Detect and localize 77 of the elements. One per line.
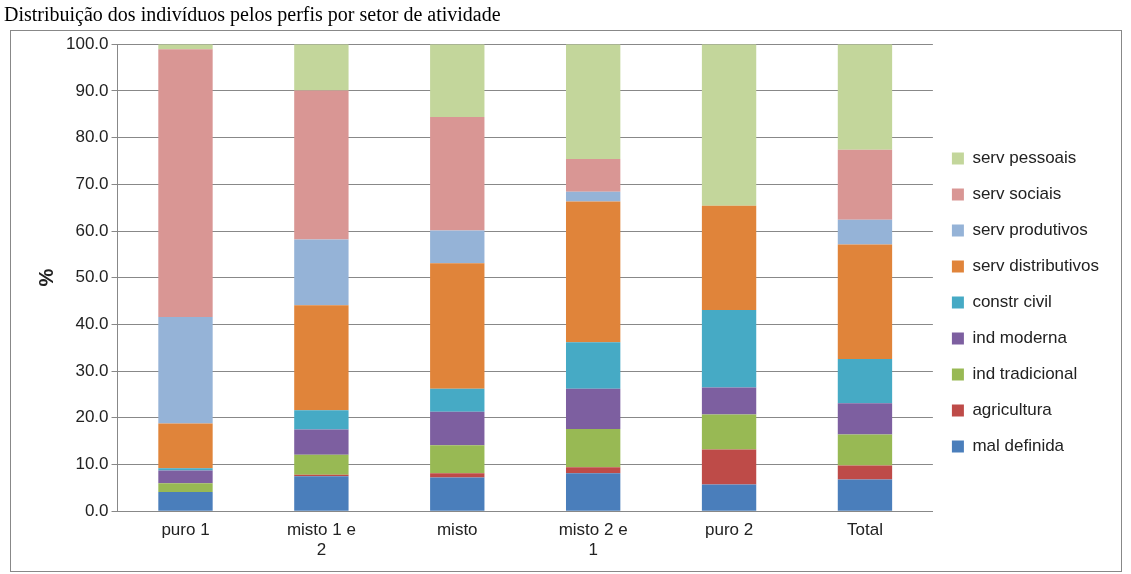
y-tick-label: 0.0	[84, 500, 109, 520]
x-tick-label: misto	[436, 520, 478, 540]
bar	[701, 387, 757, 415]
y-tick-label: 40.0	[75, 314, 109, 334]
bar	[837, 358, 893, 404]
bar	[701, 205, 757, 310]
y-tick-label: 50.0	[75, 267, 109, 287]
bar	[701, 484, 757, 511]
bar	[430, 473, 485, 478]
bar	[158, 423, 213, 469]
bar	[294, 239, 349, 306]
bar	[837, 44, 893, 150]
y-tick-label: 90.0	[75, 80, 109, 100]
bar	[158, 492, 213, 511]
x-tick-label: puro 2	[704, 520, 754, 540]
bar	[158, 316, 213, 424]
bar	[294, 90, 349, 240]
y-tick-label: 80.0	[75, 127, 109, 147]
bar	[430, 263, 485, 389]
bar	[565, 159, 621, 192]
bar	[294, 305, 349, 411]
chart-title: Distribuição dos indivíduos pelos perfis por setor de atividade	[4, 2, 502, 26]
bar	[430, 44, 485, 118]
bar	[294, 454, 349, 475]
bar	[701, 414, 757, 450]
bar	[701, 44, 757, 206]
bar	[565, 388, 621, 430]
bar	[837, 434, 893, 466]
bar	[294, 476, 349, 511]
bar	[430, 445, 485, 474]
bar	[565, 342, 621, 389]
y-axis-title: %	[34, 268, 57, 287]
legend-label: constr civil	[972, 292, 1052, 312]
bar	[158, 468, 213, 471]
legend-label: ind moderna	[972, 328, 1068, 348]
y-tick-label: 10.0	[75, 454, 109, 474]
bar	[837, 465, 893, 480]
legend-label: serv sociais	[972, 184, 1062, 204]
legend-label: agricultura	[972, 400, 1053, 420]
bar	[837, 219, 893, 245]
bar	[158, 483, 213, 493]
legend-label: ind tradicional	[972, 364, 1078, 384]
bar	[701, 449, 757, 485]
bar	[837, 479, 893, 511]
x-tick-label: misto 1 e 2	[286, 520, 356, 560]
legend-label: serv distributivos	[972, 256, 1100, 276]
x-tick-label: misto 2 e 1	[558, 520, 628, 560]
bar	[565, 467, 621, 474]
y-tick-label: 100.0	[65, 33, 109, 53]
x-tick-label: puro 1	[161, 520, 210, 540]
bar	[565, 429, 621, 468]
legend-label: serv pessoais	[972, 148, 1077, 168]
y-tick-label: 70.0	[75, 173, 109, 193]
bar	[837, 403, 893, 435]
x-tick-label: Total	[847, 520, 883, 540]
y-tick-label: 60.0	[75, 220, 109, 240]
bar	[158, 470, 213, 484]
bar	[430, 230, 485, 264]
bar	[294, 429, 349, 455]
bar	[837, 244, 893, 359]
bar	[430, 388, 485, 412]
bar	[565, 473, 621, 511]
legend-label: mal definida	[972, 436, 1065, 456]
bar	[294, 410, 349, 430]
legend-label: serv produtivos	[972, 220, 1088, 240]
y-tick-label: 20.0	[75, 407, 109, 427]
y-tick-label: 30.0	[75, 360, 109, 380]
bar	[837, 149, 893, 220]
bar	[430, 411, 485, 446]
bar	[565, 201, 621, 343]
bar	[294, 44, 349, 91]
bar	[701, 309, 757, 388]
bar	[565, 191, 621, 202]
bar	[430, 117, 485, 231]
bar	[158, 49, 213, 317]
bar	[430, 477, 485, 511]
bar	[565, 44, 621, 160]
